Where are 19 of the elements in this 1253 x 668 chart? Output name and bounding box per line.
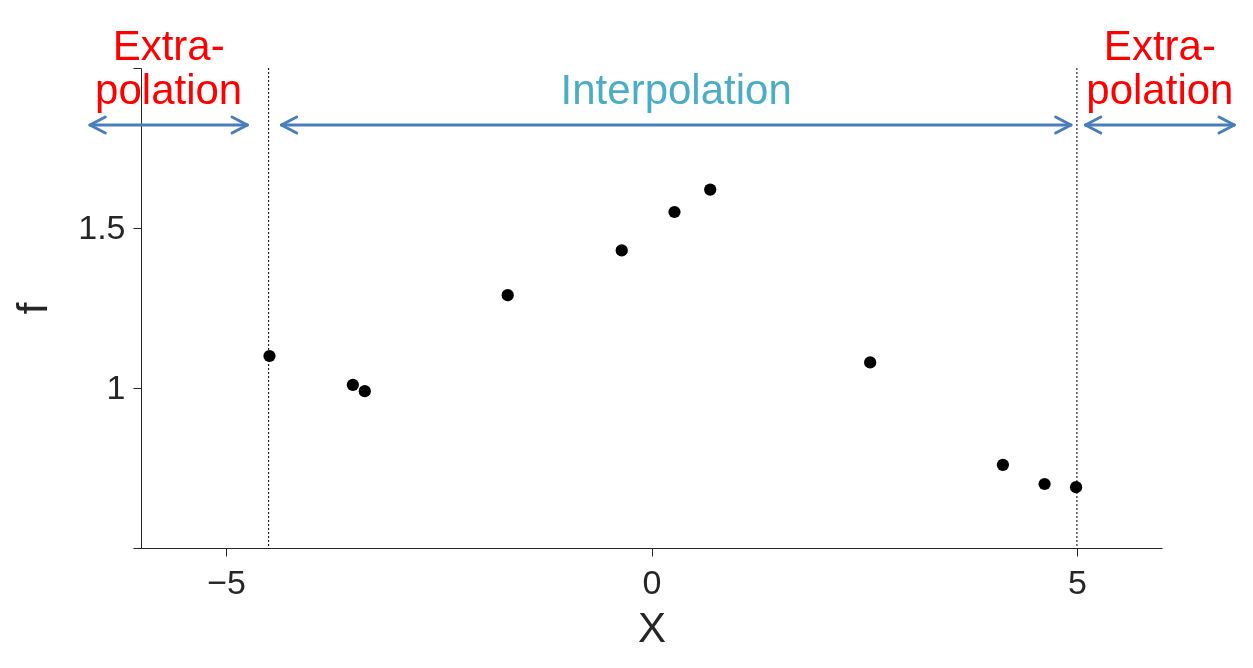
point (358, 385, 371, 398)
x-tick-label: 5 (1067, 562, 1087, 601)
point (501, 289, 514, 302)
annotation: Interpolation (560, 66, 792, 113)
x-axis-title: X (637, 603, 667, 651)
point (704, 183, 717, 196)
y-tick-label: 1 (106, 367, 126, 406)
x-tick-label: −5 (207, 562, 246, 601)
x-tick-label: 0 (642, 562, 662, 601)
point (668, 205, 681, 219)
point (864, 356, 877, 369)
y-axis-title: f (9, 302, 57, 315)
point (615, 244, 628, 257)
point (996, 458, 1010, 471)
point (1038, 477, 1051, 491)
point (263, 349, 276, 363)
annotation: Extra- polation (1086, 22, 1234, 113)
point (346, 378, 359, 391)
y-tick-label: 1.5 (78, 207, 126, 246)
